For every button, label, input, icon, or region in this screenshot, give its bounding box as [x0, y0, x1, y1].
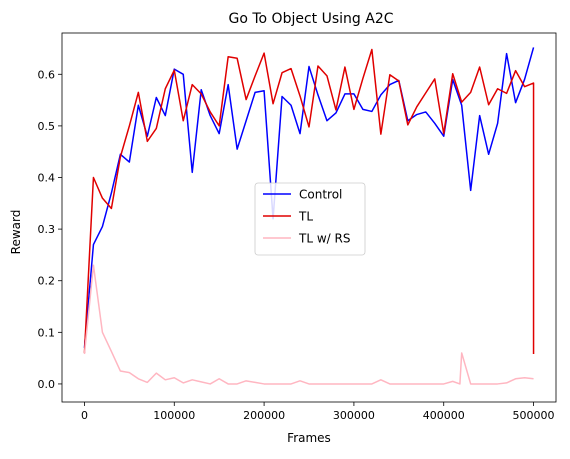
series-line-tl-w-rs	[83, 264, 534, 385]
series-line-tl	[83, 48, 535, 354]
y-tick-label: 0.6	[38, 68, 56, 81]
y-tick-label: 0.4	[38, 172, 56, 185]
x-tick-label: 300000	[333, 409, 375, 422]
plot-area: 0 100000 200000 300000 400000 500000 0.0 0.1 0.2…	[38, 32, 557, 422]
y-tick-label: 0.1	[38, 326, 56, 339]
x-tick-label: 0	[81, 409, 88, 422]
x-tick-label: 200000	[243, 409, 285, 422]
chart-title: Go To Object Using A2C	[229, 11, 394, 27]
x-tick-label: 400000	[423, 409, 465, 422]
x-axis-label: Frames	[287, 431, 331, 445]
y-tick-label: 0.0	[38, 378, 56, 391]
legend-label: Control	[299, 188, 342, 202]
y-tick-label: 0.2	[38, 275, 56, 288]
axes-frame	[61, 32, 557, 403]
legend-label: TL w/ RS	[298, 232, 350, 246]
y-tick-label: 0.3	[38, 223, 56, 236]
y-axis-label: Reward	[9, 210, 23, 255]
series-line-control	[83, 47, 535, 348]
y-tick-label: 0.5	[38, 120, 56, 133]
legend-label: TL	[298, 210, 313, 224]
legend: Control TL TL w/ RS	[254, 182, 366, 256]
legend-box	[254, 182, 366, 256]
x-tick-label: 500000	[513, 409, 555, 422]
x-tick-label: 100000	[153, 409, 195, 422]
